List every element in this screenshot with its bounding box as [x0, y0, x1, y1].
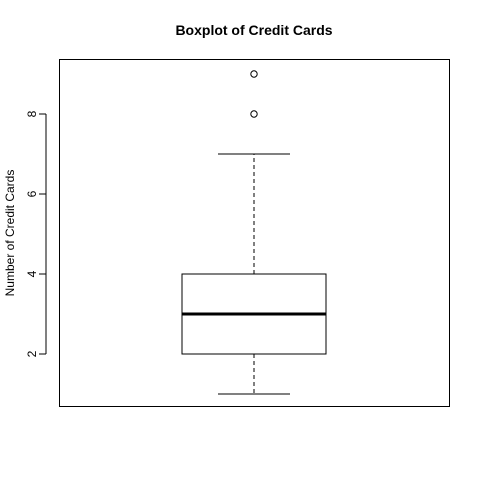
y-tick-label-6: 6: [25, 190, 39, 197]
y-tick-label-2: 2: [25, 350, 39, 357]
box-group: [181, 70, 327, 395]
y-tick-label-4: 4: [25, 270, 39, 277]
chart-title: Boxplot of Credit Cards: [175, 22, 332, 38]
y-axis-label: Number of Credit Cards: [3, 170, 17, 297]
y-tick-label-8: 8: [25, 110, 39, 117]
outlier-point-1: [250, 110, 258, 118]
plot-frame: [59, 59, 450, 407]
outlier-point-2: [250, 70, 258, 78]
y-axis: 2 4 6 8: [25, 110, 47, 357]
